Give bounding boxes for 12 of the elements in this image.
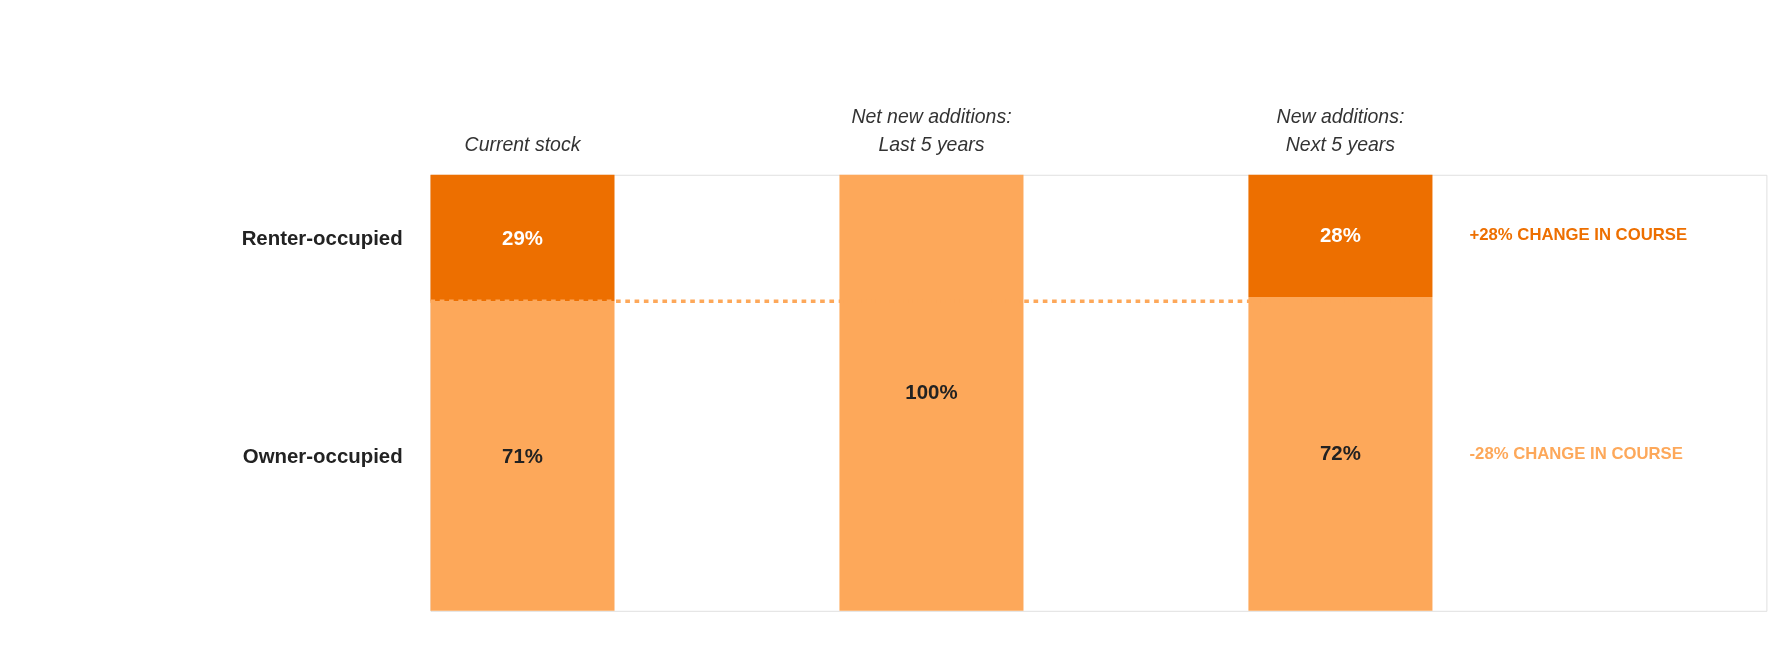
data-label: 29%: [502, 226, 543, 249]
annotation: +28% CHANGE IN COURSE: [1469, 225, 1688, 245]
x-tick-label: Current stock: [464, 132, 582, 155]
data-label: 100%: [905, 381, 958, 404]
x-tick-label: New additions: Next 5 years: [1276, 104, 1405, 155]
data-label: 72%: [1320, 442, 1361, 465]
data-label: 71%: [502, 444, 543, 467]
series-label: Renter-occupied: [241, 226, 403, 249]
annotation: -28% CHANGE IN COURSE: [1469, 443, 1683, 463]
x-tick-label: Net new additions: Last 5 years: [851, 104, 1012, 155]
series-label: Owner-occupied: [242, 444, 403, 467]
data-label: 28%: [1320, 224, 1361, 247]
